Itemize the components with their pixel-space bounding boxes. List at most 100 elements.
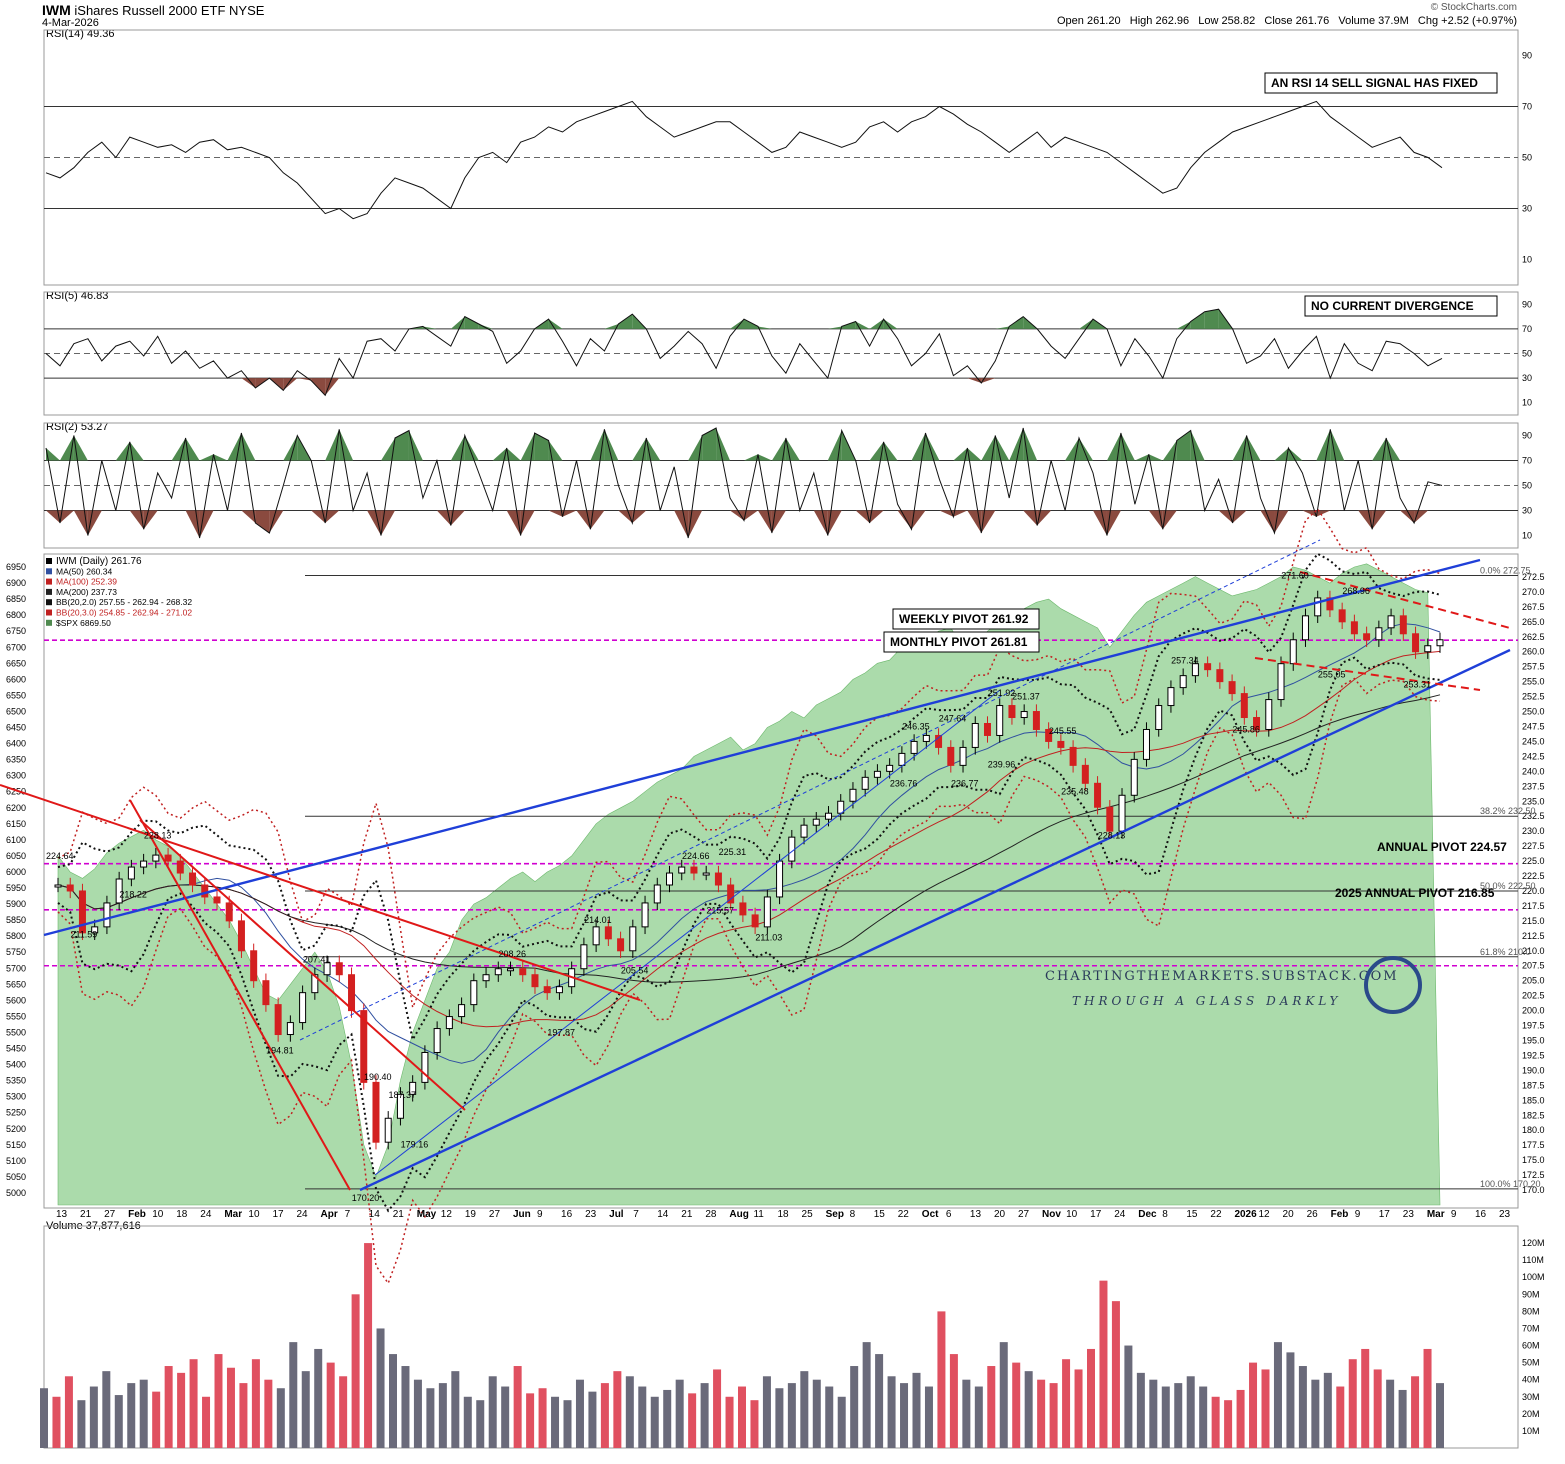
- spx-tick-label: 5100: [6, 1156, 26, 1166]
- candle-body: [1008, 705, 1016, 719]
- ohlc-summary: Open 261.20 High 262.96 Low 258.82 Close…: [1057, 15, 1517, 27]
- rsi2-overbought-fill: [604, 429, 619, 461]
- volume-bar: [1386, 1379, 1395, 1448]
- legend-swatch: [46, 599, 52, 606]
- spx-tick-label: 5250: [6, 1108, 26, 1118]
- rsi14-tick-label: 90: [1522, 51, 1532, 61]
- rsi2-overbought-fill: [283, 435, 298, 461]
- spx-tick-label: 6050: [6, 851, 26, 861]
- candle-body: [1350, 621, 1358, 635]
- monthly-pivot-text: MONTHLY PIVOT 261.81: [890, 635, 1028, 649]
- price-tick-label: 252.5: [1522, 692, 1545, 702]
- blue-inner-trendline: [374, 689, 1001, 1176]
- price-point-label: 257.34: [1171, 656, 1199, 666]
- x-axis-label: 17: [1090, 1209, 1102, 1220]
- rsi2-oversold-fill: [967, 510, 982, 533]
- volume-bar: [924, 1386, 933, 1448]
- rsi5-overbought-fill: [744, 319, 758, 329]
- candle-body: [519, 968, 527, 976]
- close-value: 261.76: [1295, 15, 1330, 27]
- watermark-url: CHARTINGTHEMARKETS.SUBSTACK.COM: [1045, 969, 1399, 984]
- price-tick-label: 242.5: [1522, 751, 1545, 761]
- price-point-label: 225.31: [719, 847, 747, 857]
- price-point-label: 211.03: [755, 933, 782, 943]
- candle-body: [213, 896, 221, 904]
- volume-bar: [413, 1379, 422, 1448]
- price-point-label: 245.55: [1049, 726, 1077, 736]
- candle-body: [507, 968, 515, 972]
- price-point-label: 246.35: [902, 721, 930, 731]
- x-axis-label: 14: [657, 1209, 669, 1220]
- candle-body: [1338, 609, 1346, 623]
- rsi2-oversold-fill: [548, 510, 563, 517]
- rsi2-oversold-fill: [1302, 510, 1317, 517]
- candle-body: [1277, 663, 1285, 701]
- candle-body: [1118, 794, 1126, 832]
- spx-tick-label: 6000: [6, 867, 26, 877]
- price-point-label: 190.40: [364, 1072, 392, 1082]
- volume-bar: [551, 1396, 560, 1448]
- x-axis-label: May: [417, 1209, 437, 1220]
- spx-tick-label: 6850: [6, 594, 26, 604]
- spx-tick-label: 5350: [6, 1076, 26, 1086]
- volume-bar: [837, 1396, 846, 1448]
- blue-upper-channel-line: [43, 558, 1481, 937]
- price-tick-label: 192.5: [1522, 1050, 1545, 1060]
- x-axis-label: Oct: [922, 1209, 939, 1220]
- candle-body: [947, 746, 955, 766]
- spx-tick-label: 5750: [6, 947, 26, 957]
- rsi2-oversold-fill: [1372, 510, 1387, 530]
- blue-lower-channel-line: [359, 648, 1511, 1192]
- price-tick-label: 260.0: [1522, 647, 1545, 657]
- price-tick-label: 185.0: [1522, 1095, 1545, 1105]
- ticker: IWM: [42, 2, 71, 18]
- red-dashed-lower-wedge: [1254, 657, 1481, 691]
- volume-bar: [476, 1400, 485, 1448]
- legend-entry: MA(100) 252.39: [56, 577, 117, 587]
- volume-bar: [289, 1342, 298, 1448]
- rsi2-overbought-fill: [744, 454, 758, 461]
- candle-body: [1057, 740, 1065, 748]
- candle-body: [824, 812, 832, 820]
- price-point-label: 268.96: [1342, 586, 1370, 596]
- candle-body: [1081, 764, 1089, 784]
- spx-tick-label: 5500: [6, 1027, 26, 1037]
- ma50-line: [57, 623, 1441, 1064]
- candle-body: [299, 992, 307, 1024]
- volume-tick-label: 60M: [1522, 1341, 1540, 1351]
- price-tick-label: 170.0: [1522, 1185, 1545, 1195]
- rsi5-oversold-fill: [241, 378, 256, 388]
- price-tick-label: 247.5: [1522, 721, 1545, 731]
- x-axis-label: 22: [1210, 1209, 1222, 1220]
- candle-body: [690, 866, 698, 874]
- candle-body: [78, 890, 86, 934]
- rsi2-overbought-fill: [1106, 433, 1121, 461]
- rsi2-overbought-fill: [395, 430, 409, 461]
- volume-bar: [189, 1359, 198, 1448]
- x-axis-label: 21: [393, 1209, 405, 1220]
- copyright-label: © StockCharts.com: [1430, 2, 1517, 13]
- spx-tick-label: 6600: [6, 674, 26, 684]
- price-tick-label: 190.0: [1522, 1065, 1545, 1075]
- red-descending-trendline-3: [129, 799, 351, 1191]
- volume-bar: [1037, 1379, 1046, 1448]
- candle-body: [531, 974, 539, 988]
- rsi5-overbought-fill: [730, 319, 744, 329]
- candle-body: [1094, 782, 1102, 808]
- rsi2-overbought-fill: [757, 454, 772, 461]
- price-point-label: 251.37: [1012, 691, 1040, 701]
- x-axis-label: 17: [1379, 1209, 1391, 1220]
- x-axis-label: Nov: [1042, 1209, 1061, 1220]
- volume-bar: [1062, 1359, 1071, 1448]
- red-descending-trendline-2: [139, 819, 466, 1111]
- volume-bar: [1411, 1376, 1420, 1448]
- price-tick-label: 222.5: [1522, 871, 1545, 881]
- candle-body: [1412, 633, 1420, 653]
- candle-body: [1387, 615, 1395, 629]
- rsi2-oversold-fill: [311, 510, 326, 523]
- rsi5-overbought-fill: [464, 316, 479, 329]
- volume-bar: [264, 1379, 273, 1448]
- price-point-label: 247.64: [939, 714, 967, 724]
- volume-bar: [1049, 1383, 1058, 1448]
- rsi2-overbought-fill: [1232, 435, 1247, 461]
